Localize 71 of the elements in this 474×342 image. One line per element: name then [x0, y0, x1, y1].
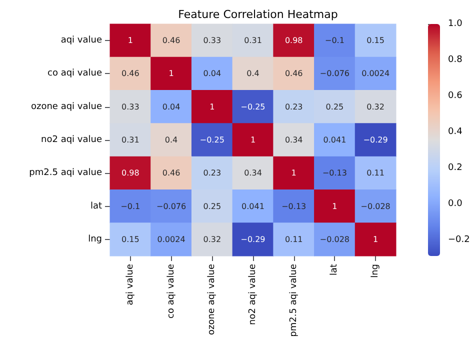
color-bar-label: 0.8 — [448, 54, 463, 65]
data-label: 0.4 — [246, 69, 260, 78]
data-label: 1 — [373, 234, 378, 244]
y-tick-label: ozone aqi value — [30, 102, 102, 112]
x-tick-label: no2 aqi value — [248, 264, 258, 325]
data-label: 0.25 — [326, 102, 344, 112]
data-label: −0.13 — [322, 168, 347, 178]
data-label: 0.34 — [244, 168, 262, 178]
data-label: 0.15 — [366, 36, 384, 46]
data-label: −0.25 — [200, 136, 224, 144]
data-label: 0.23 — [284, 102, 303, 112]
data-label: 0.4 — [164, 136, 178, 144]
color-bar-label: 0.6 — [448, 90, 463, 101]
color-bar-label: −0.2 — [448, 234, 470, 245]
data-label: 0.15 — [122, 234, 140, 244]
y-tick-label: aqi value — [60, 36, 102, 46]
data-label: 1 — [210, 102, 215, 112]
data-label: 1 — [128, 36, 133, 46]
data-label: 0.0024 — [362, 69, 390, 78]
data-label: 0.041 — [242, 202, 264, 211]
data-label: 0.041 — [323, 136, 346, 144]
color-bar-label: 1.0 — [448, 19, 463, 29]
data-label: 0.33 — [122, 102, 140, 112]
data-label: 0.31 — [244, 36, 262, 46]
data-label: 1 — [332, 202, 338, 211]
data-label: 1 — [250, 136, 256, 144]
color-bar-label: 0.2 — [448, 162, 462, 173]
data-label: 0.32 — [203, 234, 222, 244]
color-bar-label: 0.0 — [448, 198, 463, 209]
data-label: 0.46 — [122, 69, 140, 78]
data-label: 0.32 — [366, 102, 384, 112]
data-label: 0.46 — [162, 168, 180, 178]
data-label: 0.0024 — [157, 234, 186, 244]
x-tick-label: ozone aqi value — [207, 264, 218, 336]
data-label: −0.1 — [120, 202, 140, 211]
data-label: −0.13 — [282, 202, 306, 211]
x-tick-label: co aqi value — [166, 264, 176, 318]
data-label: −0.29 — [363, 136, 388, 144]
data-label: 0.04 — [203, 69, 222, 78]
color-bar-label: 0.4 — [448, 126, 463, 137]
chart-title: Feature Correlation Heatmap — [178, 8, 338, 21]
y-tick-label: pm2.5 aqi value — [29, 168, 102, 178]
x-tick-label: aqi value — [125, 264, 136, 306]
data-label: −0.028 — [360, 202, 390, 211]
data-label: 0.11 — [366, 168, 384, 178]
data-label: 0.25 — [203, 202, 222, 211]
data-label: −0.1 — [324, 36, 344, 46]
data-label: 0.11 — [284, 234, 303, 244]
data-label: −0.076 — [156, 202, 186, 211]
data-label: 0.33 — [203, 36, 222, 46]
data-label: −0.25 — [240, 102, 266, 112]
y-tick-label: lng — [88, 234, 102, 244]
y-tick-label: co aqi value — [48, 68, 102, 79]
data-label: 1 — [291, 168, 296, 178]
x-tick-label: pm2.5 aqi value — [288, 264, 299, 337]
data-label: 0.23 — [203, 168, 222, 178]
data-label: 0.31 — [122, 136, 140, 144]
data-label: 0.98 — [284, 36, 303, 46]
y-tick-label: no2 aqi value — [41, 135, 102, 145]
data-label: 1 — [168, 69, 174, 78]
y-tick-label: lat — [90, 201, 102, 212]
data-label: 0.34 — [284, 136, 303, 144]
data-label: −0.29 — [240, 234, 266, 244]
data-label: 0.46 — [162, 36, 180, 46]
x-tick-label: lng — [370, 264, 381, 278]
data-label: 0.04 — [162, 102, 180, 112]
x-tick-label: lat — [330, 264, 340, 276]
data-label: 0.46 — [284, 69, 303, 78]
data-label: 0.98 — [122, 168, 140, 178]
data-label: −0.076 — [320, 69, 350, 78]
data-label: −0.028 — [320, 234, 350, 244]
